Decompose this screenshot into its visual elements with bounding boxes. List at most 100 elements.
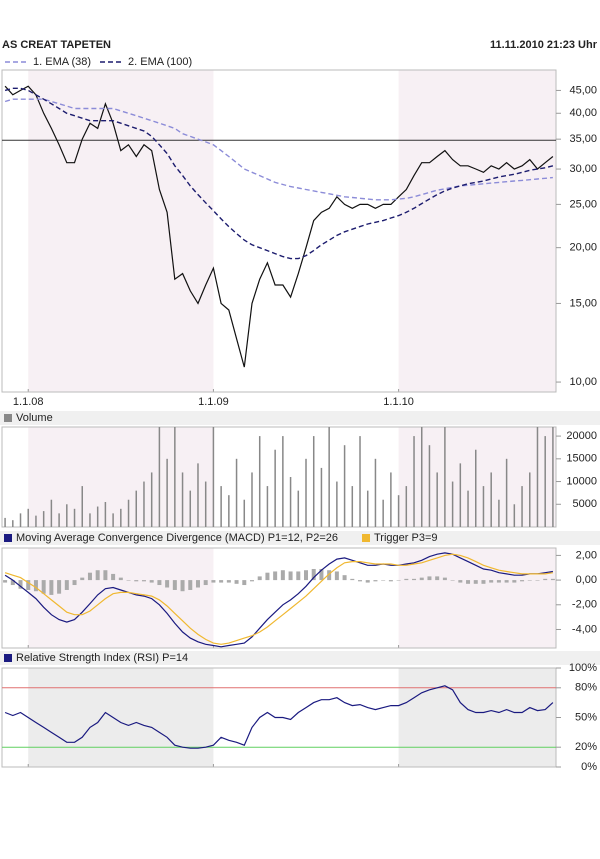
- volume-bar: [289, 477, 292, 527]
- histogram-bar: [26, 580, 31, 590]
- legend-swatch: [362, 534, 370, 542]
- y-tick-label: -4,00: [572, 623, 597, 635]
- histogram-bar: [72, 580, 77, 586]
- histogram-bar: [18, 580, 23, 589]
- volume-bar: [382, 499, 384, 527]
- timestamp: 11.11.2010 21:23 Uhr: [490, 39, 598, 51]
- panel-header: [0, 651, 600, 665]
- series-line: [4, 685, 554, 749]
- legend-swatch: [4, 654, 12, 662]
- histogram-bar: [365, 580, 370, 583]
- histogram-bar: [103, 570, 108, 581]
- histogram-bar: [481, 580, 486, 584]
- year-band: [398, 70, 556, 392]
- volume-bar: [320, 467, 323, 527]
- histogram-bar: [319, 568, 324, 581]
- histogram-bar: [458, 580, 463, 583]
- y-tick-label: 2,00: [576, 549, 597, 561]
- histogram-bar: [311, 568, 316, 581]
- histogram-bar: [172, 580, 177, 590]
- histogram-bar: [265, 572, 270, 581]
- y-tick-label: 100%: [569, 662, 597, 674]
- histogram-bar: [249, 580, 254, 582]
- histogram-bar: [180, 580, 185, 592]
- volume-bar: [336, 481, 338, 527]
- histogram-bar: [404, 578, 409, 581]
- volume-bar: [505, 458, 508, 527]
- histogram-bar: [520, 580, 525, 582]
- legend-label: Volume: [16, 412, 53, 424]
- volume-bar: [513, 504, 516, 527]
- histogram-bar: [412, 578, 417, 581]
- volume-bar: [212, 427, 215, 527]
- histogram-bar: [95, 570, 100, 581]
- volume-bar: [552, 427, 554, 527]
- y-tick-label: 80%: [575, 682, 597, 694]
- histogram-bar: [141, 580, 146, 582]
- histogram-bar: [419, 577, 424, 581]
- year-band: [28, 668, 214, 767]
- volume-bar: [258, 436, 261, 527]
- year-band: [398, 668, 556, 767]
- y-tick-label: 0%: [581, 761, 597, 773]
- y-tick-label: 15,00: [569, 297, 597, 309]
- histogram-bar: [342, 575, 347, 581]
- histogram-bar: [64, 580, 69, 590]
- volume-bar: [451, 481, 454, 527]
- histogram-bar: [257, 576, 262, 581]
- y-tick-label: 40,00: [569, 107, 597, 119]
- histogram-bar: [396, 580, 401, 581]
- histogram-bar: [304, 570, 309, 581]
- volume-bar: [390, 472, 392, 527]
- volume-bar: [274, 449, 276, 527]
- histogram-bar: [134, 580, 139, 582]
- volume-bar: [498, 499, 500, 527]
- volume-bar: [351, 486, 354, 527]
- volume-bar: [35, 515, 37, 527]
- volume-bar: [529, 472, 531, 527]
- panel-border: [1, 547, 557, 649]
- y-tick-label: 50%: [575, 711, 597, 723]
- volume-bar: [374, 458, 377, 527]
- volume-bar: [366, 490, 369, 527]
- y-tick-label: 45,00: [569, 84, 597, 96]
- volume-bar: [312, 436, 315, 527]
- panel-header: [0, 531, 600, 545]
- legend-label: 1. EMA (38): [33, 56, 91, 68]
- histogram-bar: [203, 580, 208, 586]
- legend-label: 2. EMA (100): [128, 56, 192, 68]
- volume-bar: [81, 486, 83, 527]
- volume-bar: [436, 472, 438, 527]
- histogram-bar: [381, 580, 386, 581]
- year-band: [28, 548, 214, 648]
- volume-bar: [19, 513, 22, 527]
- x-tick-label: 1.1.08: [13, 396, 44, 408]
- y-tick-label: 15000: [566, 453, 597, 465]
- series-line: [4, 85, 554, 368]
- histogram-bar: [157, 580, 162, 586]
- volume-bar: [112, 513, 114, 527]
- series-line: [4, 553, 553, 645]
- legend-label: Trigger P3=9: [374, 532, 438, 544]
- chart-title: AS CREAT TAPETEN: [2, 39, 111, 51]
- volume-bar: [490, 472, 492, 527]
- volume-bar: [328, 427, 330, 527]
- histogram-bar: [57, 580, 62, 594]
- volume-bar: [266, 486, 269, 527]
- volume-bar: [397, 495, 400, 527]
- y-tick-label: 35,00: [569, 133, 597, 145]
- volume-bar: [204, 481, 207, 527]
- series-line: [4, 552, 553, 648]
- y-tick-label: 30,00: [569, 163, 597, 175]
- volume-bar: [475, 449, 477, 527]
- volume-bar: [127, 499, 130, 527]
- volume-bar: [42, 511, 45, 527]
- histogram-bar: [350, 578, 355, 581]
- histogram-bar: [188, 580, 193, 590]
- volume-bar: [158, 427, 161, 527]
- volume-bar: [228, 495, 230, 527]
- histogram-bar: [126, 580, 131, 581]
- histogram-bar: [373, 580, 378, 582]
- volume-bar: [181, 472, 184, 527]
- histogram-bar: [388, 580, 393, 582]
